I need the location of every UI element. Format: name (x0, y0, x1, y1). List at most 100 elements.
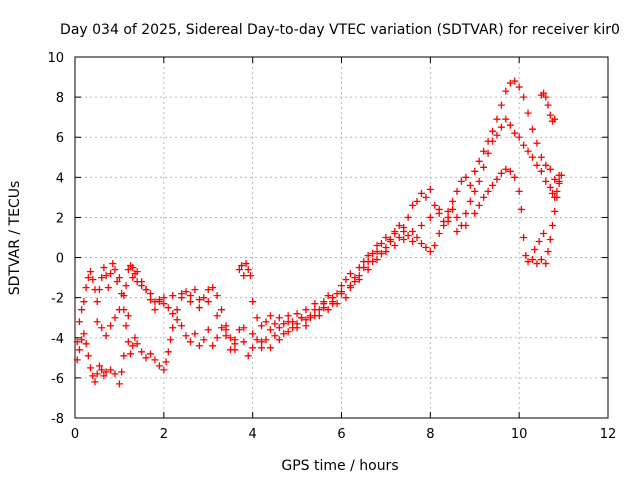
data-point (280, 330, 288, 338)
data-point (449, 197, 457, 205)
data-point (489, 127, 497, 135)
data-point (293, 324, 301, 332)
data-point (127, 350, 135, 358)
data-point (142, 354, 150, 362)
data-point (502, 165, 510, 173)
data-point (435, 205, 443, 213)
y-tick-label: 6 (56, 131, 64, 146)
data-point (178, 290, 186, 298)
data-point (155, 362, 163, 370)
data-point (169, 292, 177, 300)
data-point (109, 260, 117, 268)
data-point (164, 304, 172, 312)
data-point (169, 310, 177, 318)
x-tick-label: 2 (160, 427, 168, 442)
data-point (320, 298, 328, 306)
data-point (320, 304, 328, 312)
data-point (475, 201, 483, 209)
data-point (528, 125, 536, 133)
data-point (453, 227, 461, 235)
data-point (551, 175, 559, 183)
data-point (80, 330, 88, 338)
data-point (195, 304, 203, 312)
data-point (431, 201, 439, 209)
data-point (462, 221, 470, 229)
data-point (338, 282, 345, 290)
data-point (502, 87, 510, 95)
data-point (87, 268, 95, 276)
data-point (115, 380, 123, 388)
data-point (275, 336, 283, 344)
data-point (120, 352, 128, 360)
data-point (147, 350, 155, 358)
x-tick-label: 8 (426, 427, 434, 442)
data-point (186, 298, 194, 306)
data-point (100, 264, 108, 272)
data-point (107, 270, 115, 278)
data-point (548, 189, 556, 197)
data-point (395, 234, 403, 241)
data-point (133, 340, 141, 348)
y-tick-label: -4 (51, 332, 64, 347)
data-point (98, 324, 106, 332)
data-point (147, 290, 155, 298)
data-point (209, 284, 217, 292)
data-point (129, 264, 137, 272)
data-point (107, 366, 115, 374)
data-point (195, 296, 203, 304)
data-point (471, 209, 479, 217)
data-point (511, 173, 519, 181)
data-point (497, 123, 505, 131)
y-tick-label: -2 (51, 292, 64, 307)
data-point (129, 342, 137, 350)
data-point (111, 314, 119, 322)
data-point (93, 370, 101, 378)
data-point (164, 348, 172, 356)
data-point (489, 181, 497, 189)
data-point (115, 306, 123, 314)
data-point (111, 370, 119, 378)
data-point (166, 336, 174, 344)
data-point (557, 171, 565, 179)
data-point (553, 187, 561, 195)
data-point (73, 356, 81, 364)
data-point (338, 290, 345, 298)
data-point (122, 322, 130, 330)
data-point (311, 312, 319, 320)
data-point (84, 274, 92, 282)
chart-title: Day 034 of 2025, Sidereal Day-to-day VTE… (60, 22, 620, 38)
data-point (311, 300, 319, 308)
data-point (355, 276, 363, 284)
data-point (522, 252, 530, 260)
data-point (242, 260, 250, 268)
data-point (122, 282, 130, 290)
data-point (147, 296, 155, 304)
data-point (551, 207, 559, 215)
data-point (520, 234, 528, 241)
data-point (162, 358, 170, 366)
data-point (195, 342, 203, 350)
data-point (373, 248, 381, 256)
data-point (377, 250, 385, 258)
y-tick-label: 2 (56, 211, 64, 226)
data-point (315, 306, 323, 314)
data-point (302, 322, 310, 330)
data-point (355, 264, 363, 272)
data-point (84, 352, 92, 360)
data-point (555, 179, 563, 187)
data-point (186, 338, 194, 346)
data-point (520, 141, 528, 149)
data-point (218, 306, 226, 314)
data-point (118, 368, 126, 376)
data-point (528, 153, 536, 161)
y-tick-label: 8 (56, 91, 64, 106)
data-point (213, 292, 221, 300)
x-tick-label: 4 (249, 427, 257, 442)
data-point (546, 236, 554, 244)
data-point (484, 187, 492, 195)
data-point (100, 372, 108, 380)
data-point (511, 129, 519, 137)
y-tick-label: -8 (51, 412, 64, 427)
data-point (417, 240, 425, 248)
